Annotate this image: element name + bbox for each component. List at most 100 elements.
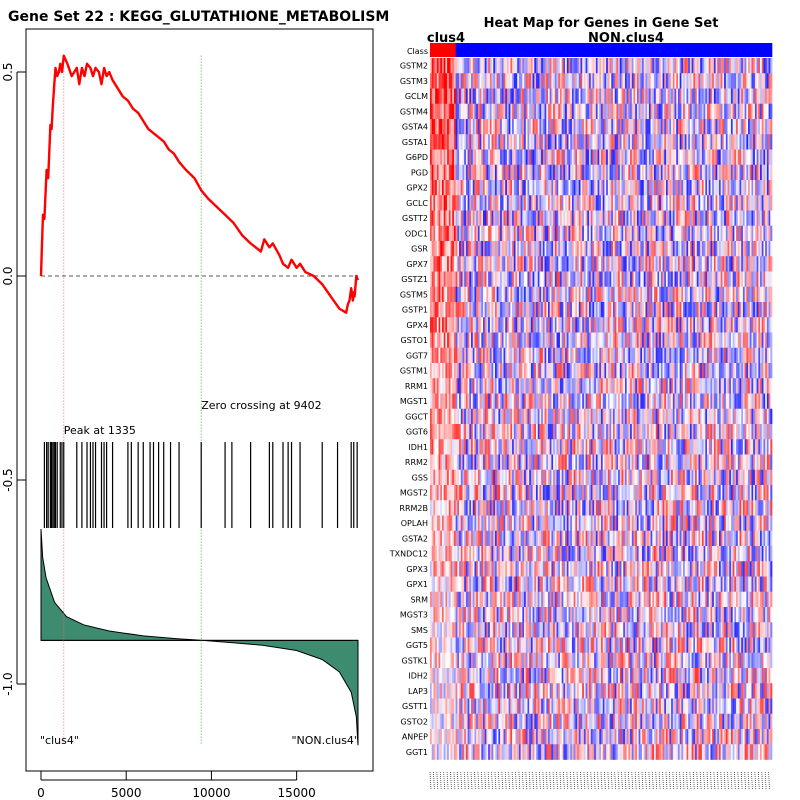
heat-map-cell (577, 271, 580, 288)
heat-map-cell (601, 332, 604, 349)
heat-map-cell (459, 134, 462, 150)
heat-map-cell (561, 408, 564, 425)
heat-map-cell (525, 332, 528, 349)
heat-map-cell (436, 195, 439, 211)
heat-map-cell (667, 180, 670, 196)
heat-map-cell (609, 393, 612, 410)
heat-map-cell (467, 119, 470, 135)
heat-map-cell (717, 88, 720, 105)
heat-map-cell (510, 88, 513, 105)
heat-map-cell (700, 302, 703, 318)
heat-map-cell (695, 408, 698, 425)
heat-map-cell (472, 241, 475, 257)
heat-map-cell (614, 347, 617, 364)
heat-map-cell (635, 119, 638, 135)
heat-map-cell (580, 58, 583, 74)
heat-map-cell (500, 73, 503, 89)
heat-map-cell (703, 225, 706, 242)
heat-map-cell (647, 332, 650, 349)
heat-map-cell (595, 271, 598, 288)
heat-map-cell (758, 103, 761, 120)
heat-map-cell (703, 180, 706, 196)
heat-map-cell (696, 88, 699, 105)
heat-map-cell (612, 164, 616, 181)
heat-map-cell (686, 241, 689, 257)
heat-map-cell (736, 408, 739, 425)
heat-map-cell (662, 180, 665, 196)
heat-map-cell (679, 210, 682, 227)
heat-map-cell (686, 210, 689, 227)
heat-map-cell (672, 195, 675, 211)
heat-map-cell (744, 286, 747, 303)
heat-map-cell (654, 134, 657, 150)
heat-map-cell (530, 73, 533, 89)
heat-map-cell (597, 302, 600, 318)
heat-map-cell (571, 271, 574, 288)
heat-map-cell (583, 164, 586, 181)
heat-map-cell (443, 317, 446, 333)
heat-map-cell (534, 286, 537, 303)
heat-map-cell (506, 256, 510, 272)
heat-map-cell (595, 164, 598, 181)
heat-map-cell (570, 256, 573, 272)
heat-map-cell (601, 286, 604, 303)
heat-map-cell (730, 134, 734, 150)
heat-map-cell (472, 424, 475, 440)
heat-map-cell (522, 180, 525, 196)
heat-map-cell (483, 241, 486, 257)
heat-map-cell (435, 210, 438, 227)
heat-map-cell (601, 317, 604, 333)
heat-map-cell (677, 210, 681, 227)
heat-map-cell (657, 363, 660, 379)
heat-map-cell (664, 119, 667, 135)
heat-map-cell (676, 119, 679, 135)
heat-map-cell (472, 408, 475, 425)
heat-map-cell (438, 256, 441, 272)
heat-map-cell (717, 210, 720, 227)
heat-map-cell (638, 73, 641, 89)
heat-map-cell (691, 408, 694, 425)
heat-map-cell (720, 256, 723, 272)
heat-map-cell (570, 241, 573, 257)
heat-map-cell (601, 241, 604, 257)
heat-map-cell (647, 225, 650, 242)
heat-map-cell (465, 424, 468, 440)
heat-map-cell (595, 149, 598, 166)
heat-map-cell (483, 180, 486, 196)
heat-map-cell (455, 408, 458, 425)
heat-map-cell (539, 58, 542, 74)
heat-map-cell (736, 210, 739, 227)
heat-map-cell (551, 347, 554, 364)
heat-map-cell (524, 393, 527, 410)
heat-map-cell (513, 286, 516, 303)
heat-map-cell (657, 302, 660, 318)
heat-map-cell (571, 332, 574, 349)
heat-map-cell (753, 149, 756, 166)
heat-map-cell (609, 363, 612, 379)
heat-map-cell (450, 332, 453, 349)
heat-map-cell (761, 134, 764, 150)
heat-map-cell (541, 286, 544, 303)
heat-map-cell (599, 73, 602, 89)
heat-map-cell (592, 119, 595, 135)
heat-map-cell (582, 317, 585, 333)
heat-map-cell (566, 195, 569, 211)
heat-map-cell (501, 149, 504, 166)
heat-map-cell (517, 73, 520, 89)
heat-map-cell (471, 332, 474, 349)
heat-map-cell (618, 363, 621, 379)
heat-map-cell (669, 241, 672, 257)
heat-map-cell (688, 271, 691, 288)
enrichment-plot-title: Gene Set 22 : KEGG_GLUTATHIONE_METABOLIS… (8, 9, 389, 25)
heat-map-cell (457, 164, 460, 181)
heat-map-cell (677, 58, 681, 74)
heat-map-cell (460, 241, 463, 257)
heat-map-cell (753, 103, 756, 120)
heat-map-cell (559, 241, 563, 257)
heat-map-cell (590, 88, 593, 105)
heat-map-cell (686, 88, 689, 105)
heat-map-cell (549, 195, 552, 211)
heat-map-cell (474, 347, 477, 364)
heat-map-cell (496, 408, 499, 425)
heat-map-cell (494, 180, 498, 196)
